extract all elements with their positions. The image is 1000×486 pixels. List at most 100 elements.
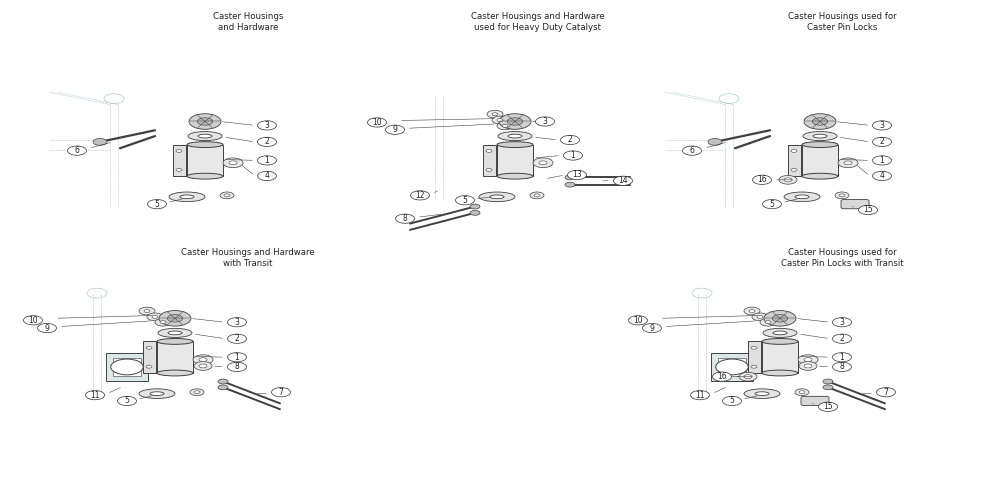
- Text: 3: 3: [235, 318, 239, 327]
- Circle shape: [839, 194, 845, 197]
- Text: 10: 10: [633, 316, 643, 325]
- Circle shape: [258, 171, 276, 181]
- Circle shape: [791, 150, 797, 153]
- Circle shape: [708, 139, 722, 145]
- Circle shape: [838, 158, 858, 168]
- FancyBboxPatch shape: [802, 144, 838, 176]
- Text: Caster Housings
and Hardware: Caster Housings and Hardware: [213, 12, 283, 32]
- Circle shape: [859, 205, 878, 215]
- Circle shape: [536, 117, 554, 126]
- Circle shape: [38, 324, 57, 332]
- Ellipse shape: [803, 132, 837, 140]
- Circle shape: [139, 307, 155, 315]
- Circle shape: [144, 310, 150, 312]
- Ellipse shape: [763, 329, 797, 337]
- Circle shape: [564, 151, 582, 160]
- Text: 16: 16: [757, 175, 767, 184]
- Circle shape: [228, 363, 246, 371]
- Circle shape: [104, 94, 124, 104]
- Circle shape: [229, 161, 237, 165]
- Circle shape: [534, 194, 540, 197]
- Ellipse shape: [497, 174, 533, 179]
- Circle shape: [386, 125, 404, 134]
- Circle shape: [396, 214, 415, 224]
- Text: 1: 1: [265, 156, 269, 165]
- Text: 2: 2: [880, 138, 884, 146]
- Ellipse shape: [169, 192, 205, 202]
- Ellipse shape: [795, 195, 809, 199]
- Text: 1: 1: [571, 151, 575, 160]
- FancyBboxPatch shape: [187, 144, 223, 176]
- Circle shape: [823, 385, 833, 390]
- Ellipse shape: [158, 329, 192, 337]
- Circle shape: [799, 391, 805, 394]
- Circle shape: [757, 315, 763, 318]
- Text: Caster Housings and Hardware
used for Heavy Duty Catalyst: Caster Housings and Hardware used for He…: [471, 12, 605, 32]
- FancyBboxPatch shape: [482, 144, 496, 176]
- Circle shape: [629, 316, 648, 325]
- Circle shape: [411, 191, 430, 200]
- Circle shape: [716, 359, 748, 375]
- Circle shape: [876, 388, 896, 397]
- Circle shape: [258, 121, 276, 130]
- Ellipse shape: [773, 331, 787, 335]
- FancyBboxPatch shape: [143, 341, 156, 373]
- Text: 12: 12: [415, 191, 425, 200]
- Ellipse shape: [497, 142, 533, 148]
- Ellipse shape: [784, 192, 820, 202]
- Circle shape: [492, 116, 508, 124]
- Circle shape: [456, 195, 475, 205]
- Circle shape: [690, 391, 710, 399]
- Ellipse shape: [150, 392, 164, 396]
- Ellipse shape: [813, 134, 827, 138]
- Circle shape: [760, 318, 776, 326]
- FancyBboxPatch shape: [762, 341, 798, 373]
- Ellipse shape: [755, 392, 769, 396]
- Circle shape: [751, 365, 757, 368]
- Circle shape: [223, 158, 243, 168]
- Circle shape: [832, 318, 852, 327]
- FancyBboxPatch shape: [748, 341, 761, 373]
- Text: 9: 9: [393, 125, 397, 134]
- Text: Caster Housings used for
Caster Pin Locks with Transit: Caster Housings used for Caster Pin Lock…: [781, 248, 903, 268]
- Text: 11: 11: [90, 391, 100, 399]
- Circle shape: [744, 307, 760, 315]
- Circle shape: [799, 362, 817, 370]
- Circle shape: [744, 375, 752, 379]
- Circle shape: [146, 365, 152, 368]
- Text: 2: 2: [265, 138, 269, 146]
- Circle shape: [224, 194, 230, 197]
- FancyBboxPatch shape: [718, 358, 746, 376]
- Circle shape: [683, 146, 702, 155]
- Text: 11: 11: [695, 391, 705, 399]
- Text: 13: 13: [572, 171, 582, 179]
- Circle shape: [148, 199, 166, 209]
- Circle shape: [199, 358, 207, 362]
- Ellipse shape: [508, 134, 522, 138]
- Ellipse shape: [198, 134, 212, 138]
- Circle shape: [795, 389, 809, 396]
- Ellipse shape: [187, 142, 223, 148]
- Circle shape: [804, 358, 812, 362]
- Circle shape: [147, 313, 163, 321]
- Circle shape: [118, 397, 136, 405]
- Circle shape: [872, 121, 892, 130]
- Circle shape: [220, 192, 234, 199]
- Circle shape: [507, 118, 523, 125]
- Text: 15: 15: [863, 206, 873, 214]
- Circle shape: [753, 175, 772, 184]
- Circle shape: [533, 158, 553, 168]
- Circle shape: [565, 182, 575, 187]
- Circle shape: [492, 113, 498, 116]
- Circle shape: [772, 314, 788, 322]
- Ellipse shape: [157, 370, 193, 376]
- Text: 3: 3: [265, 121, 269, 130]
- Ellipse shape: [802, 174, 838, 179]
- Circle shape: [160, 321, 166, 324]
- FancyBboxPatch shape: [157, 341, 193, 373]
- Text: 9: 9: [45, 324, 49, 332]
- Circle shape: [167, 314, 183, 322]
- Circle shape: [561, 135, 580, 144]
- Circle shape: [844, 161, 852, 165]
- Ellipse shape: [180, 195, 194, 199]
